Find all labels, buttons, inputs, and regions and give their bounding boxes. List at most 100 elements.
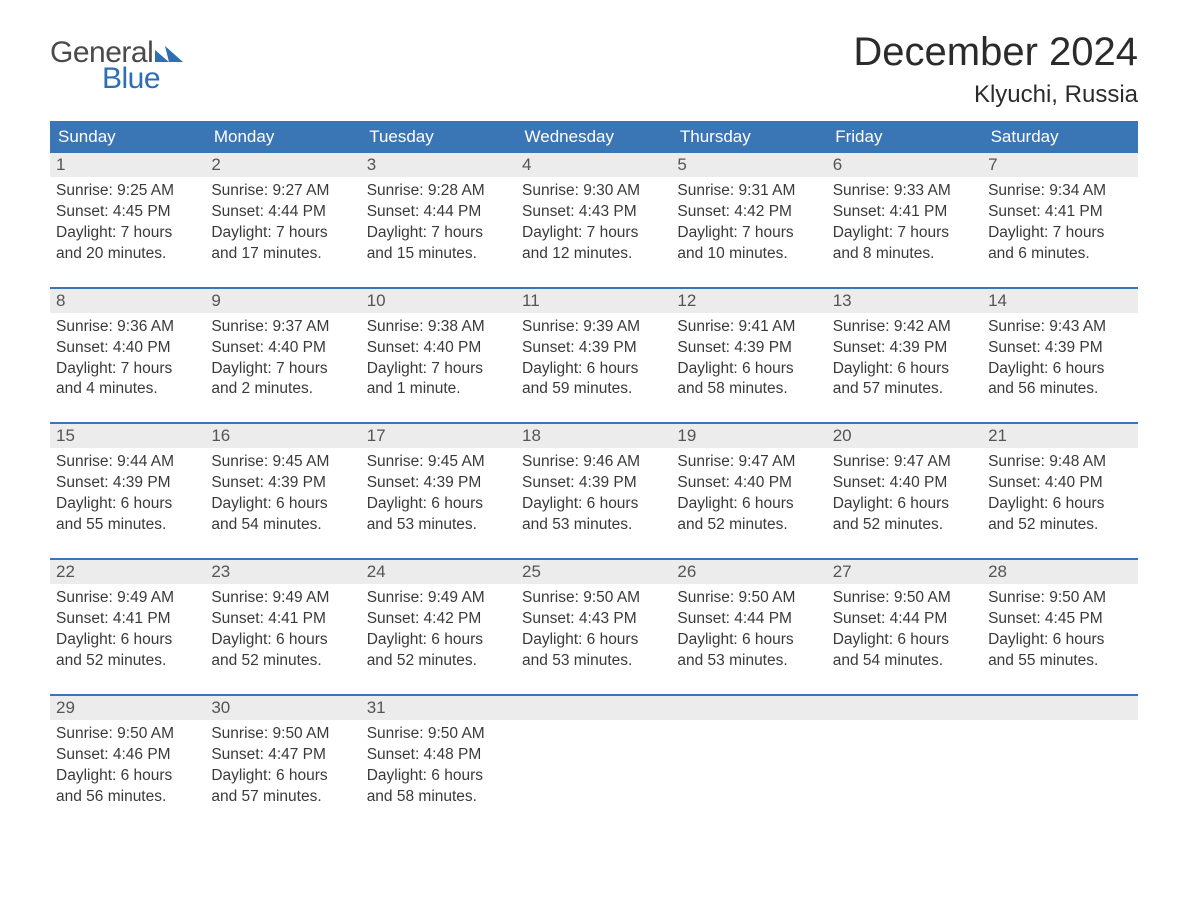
day-number-cell: 19: [671, 423, 826, 448]
daylight-line1: Daylight: 6 hours: [56, 494, 199, 515]
sunrise-text: Sunrise: 9:50 AM: [211, 724, 354, 745]
day-number-cell: 9: [205, 288, 360, 313]
day-number: 7: [982, 153, 1137, 177]
day-number: 5: [671, 153, 826, 177]
day-body: Sunrise: 9:50 AMSunset: 4:48 PMDaylight:…: [361, 720, 516, 830]
daylight-line2: and 54 minutes.: [211, 515, 354, 536]
daylight-line1: Daylight: 6 hours: [522, 359, 665, 380]
sunset-text: Sunset: 4:41 PM: [833, 202, 976, 223]
sunset-text: Sunset: 4:44 PM: [833, 609, 976, 630]
day-body: Sunrise: 9:50 AMSunset: 4:46 PMDaylight:…: [50, 720, 205, 830]
day-number: 15: [50, 424, 205, 448]
sunrise-text: Sunrise: 9:41 AM: [677, 317, 820, 338]
sunrise-text: Sunrise: 9:50 AM: [833, 588, 976, 609]
day-body-cell: Sunrise: 9:45 AMSunset: 4:39 PMDaylight:…: [361, 448, 516, 559]
day-number-cell: 20: [827, 423, 982, 448]
day-number: 27: [827, 560, 982, 584]
day-number-cell: 6: [827, 153, 982, 177]
day-number: 31: [361, 696, 516, 720]
day-body: Sunrise: 9:50 AMSunset: 4:47 PMDaylight:…: [205, 720, 360, 830]
day-body-cell: Sunrise: 9:44 AMSunset: 4:39 PMDaylight:…: [50, 448, 205, 559]
day-number: 24: [361, 560, 516, 584]
day-number-empty: [516, 696, 671, 720]
sunset-text: Sunset: 4:39 PM: [367, 473, 510, 494]
day-body-cell: Sunrise: 9:49 AMSunset: 4:41 PMDaylight:…: [205, 584, 360, 695]
day-body: Sunrise: 9:28 AMSunset: 4:44 PMDaylight:…: [361, 177, 516, 287]
day-number-cell: 21: [982, 423, 1137, 448]
daylight-line1: Daylight: 6 hours: [367, 630, 510, 651]
sunrise-text: Sunrise: 9:49 AM: [367, 588, 510, 609]
day-body-cell: Sunrise: 9:50 AMSunset: 4:46 PMDaylight:…: [50, 720, 205, 830]
daylight-line1: Daylight: 6 hours: [522, 630, 665, 651]
day-body-cell: Sunrise: 9:50 AMSunset: 4:47 PMDaylight:…: [205, 720, 360, 830]
day-body-cell: Sunrise: 9:48 AMSunset: 4:40 PMDaylight:…: [982, 448, 1137, 559]
day-body: Sunrise: 9:43 AMSunset: 4:39 PMDaylight:…: [982, 313, 1137, 423]
col-thursday: Thursday: [671, 121, 826, 153]
sunset-text: Sunset: 4:40 PM: [56, 338, 199, 359]
daylight-line2: and 53 minutes.: [522, 515, 665, 536]
sunrise-text: Sunrise: 9:42 AM: [833, 317, 976, 338]
daylight-line2: and 55 minutes.: [988, 651, 1131, 672]
day-number-cell: 23: [205, 559, 360, 584]
day-number: 21: [982, 424, 1137, 448]
day-body-cell: Sunrise: 9:50 AMSunset: 4:45 PMDaylight:…: [982, 584, 1137, 695]
daylight-line2: and 52 minutes.: [677, 515, 820, 536]
week-daynum-row: 22232425262728: [50, 559, 1138, 584]
sunset-text: Sunset: 4:39 PM: [56, 473, 199, 494]
sunset-text: Sunset: 4:41 PM: [211, 609, 354, 630]
day-body: Sunrise: 9:50 AMSunset: 4:45 PMDaylight:…: [982, 584, 1137, 694]
daylight-line1: Daylight: 6 hours: [211, 630, 354, 651]
day-body: Sunrise: 9:46 AMSunset: 4:39 PMDaylight:…: [516, 448, 671, 558]
day-number: 8: [50, 289, 205, 313]
day-number: 1: [50, 153, 205, 177]
day-number-cell: 1: [50, 153, 205, 177]
day-number-cell: 11: [516, 288, 671, 313]
daylight-line2: and 52 minutes.: [211, 651, 354, 672]
day-number: 9: [205, 289, 360, 313]
day-body: Sunrise: 9:49 AMSunset: 4:42 PMDaylight:…: [361, 584, 516, 694]
daylight-line1: Daylight: 7 hours: [522, 223, 665, 244]
day-body: Sunrise: 9:50 AMSunset: 4:44 PMDaylight:…: [671, 584, 826, 694]
week-body-row: Sunrise: 9:50 AMSunset: 4:46 PMDaylight:…: [50, 720, 1138, 830]
day-number-cell: 15: [50, 423, 205, 448]
sunset-text: Sunset: 4:40 PM: [833, 473, 976, 494]
sunrise-text: Sunrise: 9:34 AM: [988, 181, 1131, 202]
day-body-cell: Sunrise: 9:50 AMSunset: 4:44 PMDaylight:…: [671, 584, 826, 695]
sunrise-text: Sunrise: 9:50 AM: [988, 588, 1131, 609]
sunrise-text: Sunrise: 9:49 AM: [56, 588, 199, 609]
day-number-cell: 24: [361, 559, 516, 584]
day-body-cell: Sunrise: 9:25 AMSunset: 4:45 PMDaylight:…: [50, 177, 205, 288]
day-body: Sunrise: 9:30 AMSunset: 4:43 PMDaylight:…: [516, 177, 671, 287]
col-wednesday: Wednesday: [516, 121, 671, 153]
day-number-cell: 28: [982, 559, 1137, 584]
daylight-line1: Daylight: 6 hours: [522, 494, 665, 515]
daylight-line2: and 53 minutes.: [522, 651, 665, 672]
daylight-line1: Daylight: 6 hours: [677, 359, 820, 380]
day-body: Sunrise: 9:50 AMSunset: 4:43 PMDaylight:…: [516, 584, 671, 694]
day-number-cell: 5: [671, 153, 826, 177]
day-body-cell: Sunrise: 9:37 AMSunset: 4:40 PMDaylight:…: [205, 313, 360, 424]
col-sunday: Sunday: [50, 121, 205, 153]
title-block: December 2024 Klyuchi, Russia: [853, 30, 1138, 109]
sunset-text: Sunset: 4:46 PM: [56, 745, 199, 766]
daylight-line2: and 57 minutes.: [833, 379, 976, 400]
day-number: 30: [205, 696, 360, 720]
day-body: Sunrise: 9:39 AMSunset: 4:39 PMDaylight:…: [516, 313, 671, 423]
sunrise-text: Sunrise: 9:46 AM: [522, 452, 665, 473]
day-number-cell: 2: [205, 153, 360, 177]
daylight-line2: and 52 minutes.: [833, 515, 976, 536]
day-number-cell: 22: [50, 559, 205, 584]
day-number-cell: 27: [827, 559, 982, 584]
sunrise-text: Sunrise: 9:45 AM: [367, 452, 510, 473]
day-number-cell: 31: [361, 695, 516, 720]
day-body-cell: Sunrise: 9:47 AMSunset: 4:40 PMDaylight:…: [671, 448, 826, 559]
day-body-cell: Sunrise: 9:30 AMSunset: 4:43 PMDaylight:…: [516, 177, 671, 288]
sunrise-text: Sunrise: 9:38 AM: [367, 317, 510, 338]
daylight-line1: Daylight: 6 hours: [367, 494, 510, 515]
day-number-cell: [982, 695, 1137, 720]
day-body-cell: Sunrise: 9:49 AMSunset: 4:41 PMDaylight:…: [50, 584, 205, 695]
daylight-line2: and 52 minutes.: [367, 651, 510, 672]
sunset-text: Sunset: 4:42 PM: [677, 202, 820, 223]
sunset-text: Sunset: 4:40 PM: [677, 473, 820, 494]
day-body: Sunrise: 9:45 AMSunset: 4:39 PMDaylight:…: [361, 448, 516, 558]
